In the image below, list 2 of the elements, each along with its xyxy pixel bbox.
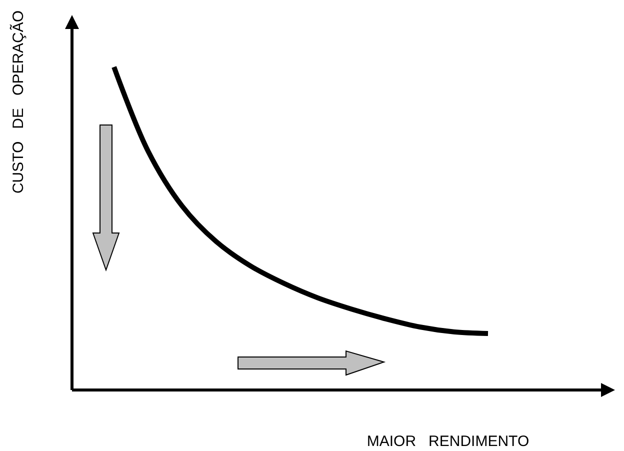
x-axis-title: MAIOR RENDIMENTO [366,433,530,450]
y-axis-title: CUSTO DE OPERAÇÃO [9,10,27,194]
